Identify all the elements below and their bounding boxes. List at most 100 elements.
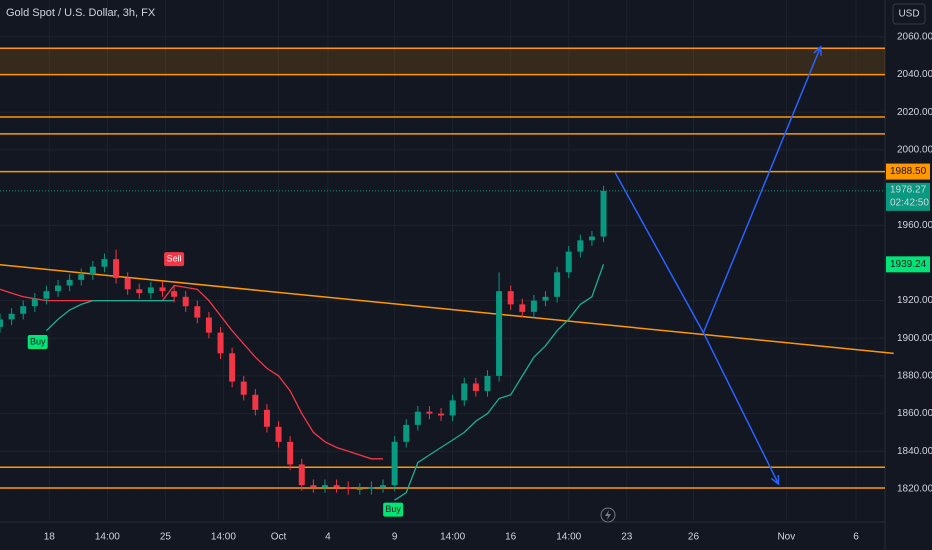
candle-body: [484, 375, 491, 391]
candle-body: [55, 285, 62, 292]
trendline: [0, 264, 894, 355]
candle-body: [31, 298, 38, 307]
candle-body: [78, 274, 85, 280]
candle-body: [496, 291, 503, 376]
candle-body: [426, 411, 433, 414]
x-tick-label: Nov: [777, 532, 795, 543]
candle-body: [600, 190, 607, 237]
candle-body: [182, 296, 189, 307]
candle-body: [414, 411, 421, 425]
y-tick-label: 1920.00: [897, 295, 932, 306]
candle-body: [333, 485, 340, 488]
candle-body: [20, 306, 27, 314]
x-tick-label: 16: [505, 532, 517, 543]
x-tick-label: 14:00: [95, 532, 120, 543]
candle-body: [263, 409, 270, 427]
candle-body: [66, 279, 73, 286]
candle-body: [438, 413, 445, 416]
signal-box: [383, 502, 404, 517]
candle-body: [240, 381, 247, 395]
indicator-tag: [886, 256, 930, 273]
lightning-icon[interactable]: [600, 507, 616, 523]
projection-line: [702, 46, 822, 333]
candle-body: [205, 317, 212, 333]
candle-body: [147, 287, 154, 294]
candle-body: [287, 441, 294, 465]
candle-body: [588, 236, 595, 241]
level-tag: [886, 163, 930, 180]
candle-body: [0, 319, 3, 327]
signal-label: Buy: [30, 336, 46, 346]
x-tick-label: Oct: [271, 532, 287, 543]
x-tick-label: 14:00: [556, 532, 581, 543]
indicator-line: [0, 284, 383, 460]
level-tag-label: 1988.50: [890, 166, 927, 177]
candle-body: [519, 304, 526, 312]
signal-box: [27, 335, 48, 350]
x-tick-label: 4: [325, 532, 331, 543]
candle-body: [345, 487, 352, 489]
candle-body: [577, 240, 584, 252]
y-tick-label: 2060.00: [897, 32, 932, 43]
countdown: 02:42:50: [890, 197, 929, 208]
x-tick-label: 26: [688, 532, 700, 543]
projection-arrowhead: [813, 45, 822, 56]
candle-body: [252, 394, 259, 410]
candle-body: [275, 426, 282, 442]
y-tick-label: 1820.00: [897, 484, 932, 495]
candle-body: [321, 485, 328, 488]
candle-body: [472, 383, 479, 391]
candle-body: [217, 332, 224, 354]
y-tick-label: 1960.00: [897, 220, 932, 231]
x-tick-label: 18: [44, 532, 56, 543]
candle-body: [380, 485, 387, 488]
candle-body: [298, 464, 305, 486]
chart-title: Gold Spot / U.S. Dollar, 3h, FX: [6, 7, 156, 19]
candle-body: [403, 424, 410, 442]
candle-body: [113, 259, 120, 278]
price-tag-label: 1978.27: [890, 184, 927, 195]
candle-body: [89, 266, 96, 275]
candle-body: [554, 272, 561, 297]
signal-label: Sell: [167, 254, 182, 264]
x-tick-label: 14:00: [440, 532, 465, 543]
candle-body: [391, 441, 398, 486]
candle-body: [565, 251, 572, 273]
candle-body: [356, 488, 363, 490]
currency-box[interactable]: [892, 3, 926, 25]
candle-body: [159, 287, 166, 292]
x-tick-label: 23: [621, 532, 633, 543]
candle-body: [171, 291, 178, 297]
candle-body: [461, 383, 468, 401]
price-tag: [886, 182, 930, 211]
currency[interactable]: USD: [898, 9, 919, 20]
candle-body: [368, 487, 375, 489]
indicator-line: [45, 264, 605, 501]
candle-body: [310, 485, 317, 488]
indicator-tag-label: 1939.24: [890, 259, 927, 270]
y-tick-label: 1860.00: [897, 408, 932, 419]
y-tick-label: 2020.00: [897, 107, 932, 118]
y-tick-label: 2000.00: [897, 145, 932, 156]
y-tick-label: 2040.00: [897, 69, 932, 80]
x-tick-label: 9: [392, 532, 398, 543]
candle-body: [136, 289, 143, 294]
x-tick-label: 25: [160, 532, 172, 543]
candle-body: [229, 353, 236, 382]
signal-box: [164, 252, 185, 267]
x-tick-label: 6: [853, 532, 859, 543]
candle-body: [101, 259, 108, 267]
candle-body: [449, 400, 456, 416]
candle-body: [530, 300, 537, 312]
signal-label: Buy: [385, 504, 401, 514]
candle-body: [507, 291, 514, 305]
candle-body: [43, 291, 50, 299]
candle-body: [124, 277, 131, 290]
y-tick-label: 1880.00: [897, 371, 932, 382]
y-tick-label: 1900.00: [897, 333, 932, 344]
zone: [0, 48, 885, 75]
candle-body: [542, 296, 549, 301]
y-tick-label: 1840.00: [897, 446, 932, 457]
